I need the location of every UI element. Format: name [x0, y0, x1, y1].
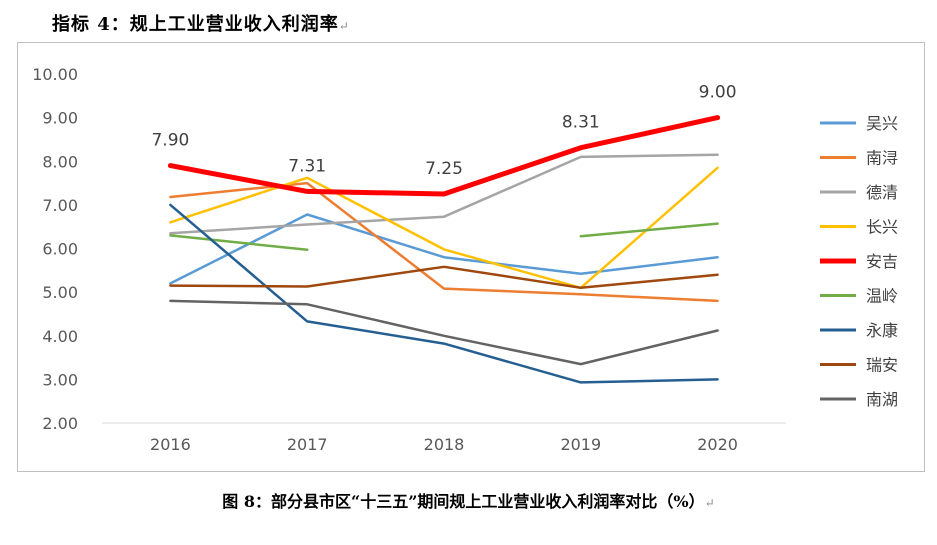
heading-text: 指标 4：规上工业营业收入利润率	[52, 14, 339, 35]
y-tick-label: 8.00	[42, 152, 78, 171]
chart-frame: 2.00 3.00 4.00 5.00 6.00 7.00 8.00 9.00 10.00 201…	[17, 42, 925, 472]
data-label: 8.31	[562, 113, 600, 133]
heading: 指标 4：规上工业营业收入利润率↵	[52, 10, 350, 36]
line-chart: 2.00 3.00 4.00 5.00 6.00 7.00 8.00 9.00 10.00 201…	[32, 65, 898, 454]
y-tick-label: 10.00	[32, 65, 78, 84]
series-line-2	[169, 181, 719, 303]
legend-label-2: 南浔	[866, 149, 898, 168]
data-label: 7.25	[425, 159, 463, 179]
legend-label-5: 安吉	[866, 252, 898, 271]
series-line-3	[169, 153, 719, 235]
x-tick-label: 2018	[424, 435, 465, 454]
x-tick-label: 2017	[287, 435, 328, 454]
series-line-8	[169, 265, 719, 290]
y-tick-label: 7.00	[42, 196, 78, 215]
legend-label-3: 德清	[866, 183, 898, 202]
series-line-6	[579, 222, 719, 238]
series-line-7	[169, 203, 719, 384]
x-tick-label: 2020	[697, 435, 738, 454]
y-tick-label: 5.00	[42, 283, 78, 302]
y-tick-label: 4.00	[42, 327, 78, 346]
series-line-4	[169, 166, 719, 290]
legend-label-7: 永康	[866, 321, 898, 340]
data-label: 7.31	[288, 156, 326, 176]
legend-label-6: 温岭	[866, 287, 898, 306]
x-tick-label: 2019	[560, 435, 601, 454]
legend-label-9: 南湖	[866, 390, 898, 409]
y-tick-label: 3.00	[42, 370, 78, 389]
data-label: 9.00	[699, 83, 737, 103]
figure-caption: 图 8：部分县市区“十三五”期间规上工业营业收入利润率对比（%）↵	[0, 488, 937, 512]
legend-label-8: 瑞安	[866, 356, 898, 375]
x-tick-label: 2016	[150, 435, 191, 454]
y-tick-label: 2.00	[42, 414, 78, 433]
caption-text: 图 8：部分县市区“十三五”期间规上工业营业收入利润率对比（%）	[222, 492, 705, 511]
y-tick-label: 9.00	[42, 109, 78, 128]
legend-label-4: 长兴	[866, 218, 898, 237]
legend-label-1: 吴兴	[866, 114, 898, 133]
series-line-5	[167, 115, 721, 197]
series-line-9	[169, 299, 719, 366]
y-tick-label: 6.00	[42, 240, 78, 259]
series-line-6	[169, 234, 309, 252]
caption-return-mark: ↵	[704, 496, 715, 510]
series-line-1	[169, 213, 719, 285]
data-label: 7.90	[151, 131, 189, 151]
return-mark: ↵	[338, 19, 350, 33]
